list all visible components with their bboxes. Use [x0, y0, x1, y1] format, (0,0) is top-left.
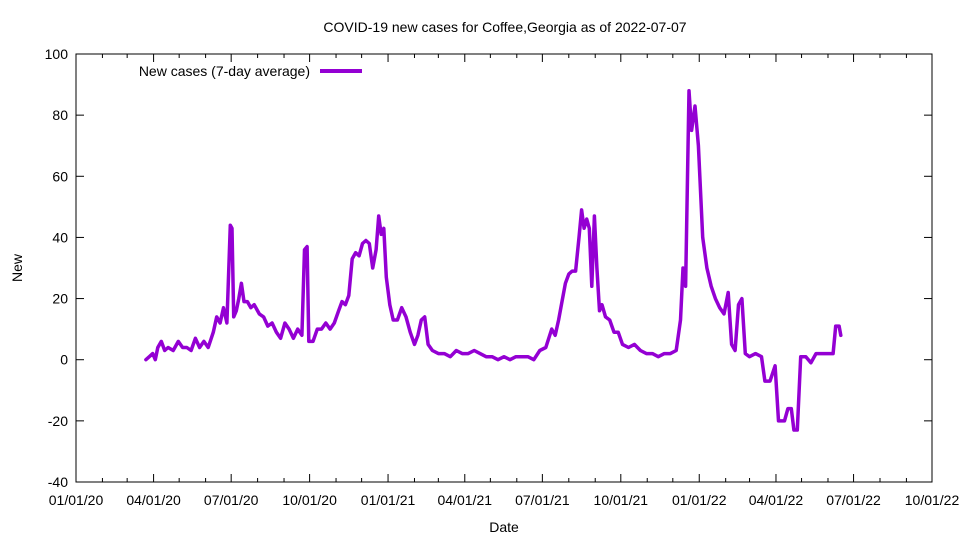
y-axis-tick-labels: -40 -20 0 20 40 60 80 100 [45, 46, 69, 490]
x-tick-label: 04/01/21 [438, 492, 493, 508]
legend-label: New cases (7-day average) [139, 63, 310, 79]
x-tick-label: 01/01/21 [361, 492, 416, 508]
y-tick-label: -20 [48, 413, 68, 429]
y-tick-label: 80 [52, 107, 68, 123]
series-layer [144, 88, 843, 432]
x-tick-label: 01/01/20 [49, 492, 104, 508]
x-tick-label: 10/01/22 [905, 492, 960, 508]
y-axis-label: New [9, 253, 25, 282]
x-tick-label: 01/01/22 [672, 492, 727, 508]
y-tick-label: -40 [48, 474, 68, 490]
y-tick-label: 60 [52, 168, 68, 184]
series-line [144, 88, 843, 432]
axis-ticks [75, 53, 933, 483]
x-tick-label: 04/01/22 [749, 492, 804, 508]
chart-title: COVID-19 new cases for Coffee,Georgia as… [323, 19, 686, 35]
x-tick-label: 10/01/21 [594, 492, 649, 508]
x-tick-label: 07/01/21 [515, 492, 570, 508]
x-axis-tick-labels: 01/01/20 04/01/20 07/01/20 10/01/20 01/01/21… [49, 492, 960, 508]
x-axis-label: Date [489, 519, 519, 535]
y-tick-label: 100 [45, 46, 69, 62]
y-tick-label: 40 [52, 229, 68, 245]
x-tick-label: 07/01/22 [826, 492, 881, 508]
x-tick-label: 04/01/20 [126, 492, 181, 508]
plot-frame [75, 53, 933, 483]
y-tick-label: 20 [52, 291, 68, 307]
x-tick-label: 10/01/20 [282, 492, 337, 508]
legend: New cases (7-day average) [139, 63, 362, 79]
y-tick-label: 0 [60, 352, 68, 368]
x-tick-label: 07/01/20 [204, 492, 259, 508]
